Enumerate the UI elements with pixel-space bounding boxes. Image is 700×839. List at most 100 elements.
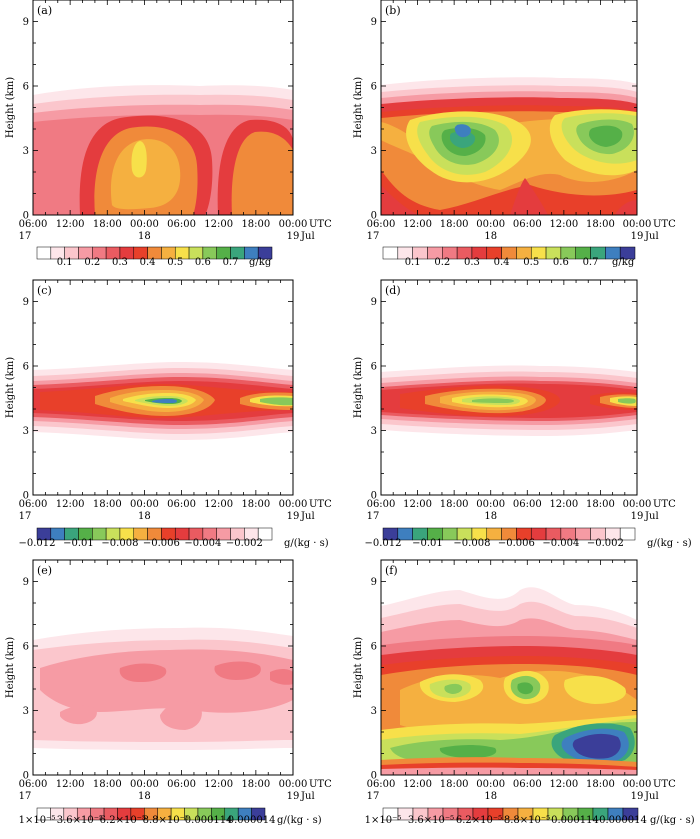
x-tick-label: 00:00 <box>476 219 505 230</box>
x-tick-label: 12:00 <box>204 219 233 230</box>
colorbar-label: 0.6 <box>195 257 211 268</box>
panel-f-field <box>381 587 637 775</box>
colorbar-label: −0.01 <box>412 538 443 549</box>
colorbar-label: −0.006 <box>143 538 180 549</box>
x-unit-label: UTC <box>653 499 676 510</box>
panel-label: (f) <box>385 564 398 577</box>
x-tick-label: 00:00 <box>279 779 308 790</box>
x-tick-label: 06:00 <box>513 779 542 790</box>
colorbar-label: 0.4 <box>494 257 510 268</box>
y-tick-label: 3 <box>371 706 377 717</box>
panel-b-field <box>381 77 637 215</box>
colorbar-label: 0.2 <box>434 257 450 268</box>
y-tick-label: 0 <box>371 491 377 502</box>
colorbar-unit: g/(kg · s) <box>647 538 692 549</box>
colorbar-label: 8.8×10⁻⁵ <box>143 815 189 826</box>
y-tick-label: 6 <box>371 362 377 373</box>
x-tick-label: 18:00 <box>440 219 469 230</box>
colorbar-unit: g/(kg · s) <box>284 538 329 549</box>
colorbar-label: 1×10⁻⁵ <box>19 815 56 826</box>
colorbar-unit: g/kg <box>249 257 272 268</box>
x-day-label: 19 <box>631 791 644 802</box>
colorbar-label: 0.5 <box>167 257 183 268</box>
x-tick-label: 00:00 <box>623 219 652 230</box>
colorbar-label: 8.8×10⁻⁵ <box>504 815 550 826</box>
y-axis-label: Height (km) <box>5 357 16 418</box>
y-tick-label: 3 <box>23 706 29 717</box>
x-month-label: Jul <box>300 231 315 242</box>
colorbar-label: −0.004 <box>184 538 221 549</box>
colorbar-3: −0.012 −0.01 −0.008 −0.006 −0.004 −0.002 g/(kg… <box>18 527 329 549</box>
colorbar-label: 6.2×10⁻⁵ <box>456 815 502 826</box>
y-tick-label: 3 <box>23 426 29 437</box>
panel-label: (c) <box>37 284 52 297</box>
colorbar-swatch <box>622 807 639 821</box>
x-tick-label: 00:00 <box>476 779 505 790</box>
x-day-label: 19 <box>287 511 300 522</box>
y-tick-label: 6 <box>371 82 377 93</box>
y-tick-label: 9 <box>371 297 377 308</box>
x-tick-label: 18:00 <box>586 499 615 510</box>
y-tick-label: 3 <box>371 146 377 157</box>
colorbar-4: −0.012 −0.01 −0.008 −0.006 −0.004 −0.002 g/(kg… <box>364 527 692 549</box>
colorbar-label: −0.01 <box>63 538 94 549</box>
panel-a <box>33 85 293 215</box>
x-tick-label: 18:00 <box>440 779 469 790</box>
colorbar-label: 0.7 <box>223 257 239 268</box>
x-day-label: 17 <box>19 511 32 522</box>
x-day-label: 19 <box>631 511 644 522</box>
colorbar-swatch <box>619 527 636 541</box>
y-tick-label: 6 <box>23 362 29 373</box>
panel-f <box>381 587 637 775</box>
panel-d-field <box>381 365 637 436</box>
x-tick-label: 12:00 <box>56 779 85 790</box>
y-tick-label: 0 <box>371 771 377 782</box>
x-month-label: Jul <box>644 511 659 522</box>
colorbar-label: 0.000114 <box>185 815 233 826</box>
x-tick-label: 12:00 <box>56 499 85 510</box>
x-tick-label: 00:00 <box>279 219 308 230</box>
colorbar-swatch <box>382 246 399 260</box>
x-day-label: 17 <box>367 231 380 242</box>
x-tick-label: 12:00 <box>204 779 233 790</box>
x-day-label: 19 <box>287 791 300 802</box>
colorbar-label: 0.1 <box>57 257 73 268</box>
panel-axes-4: (d) 0 3 6 9 Height (km) 06:00 12:00 18:00 00:00 06… <box>353 279 676 522</box>
panel-c <box>33 362 293 440</box>
colorbar-label: 0.3 <box>464 257 480 268</box>
x-tick-label: 12:00 <box>549 499 578 510</box>
y-axis-label: Height (km) <box>353 77 364 138</box>
x-tick-label: 06:00 <box>367 779 396 790</box>
colorbar-label: 0.5 <box>523 257 539 268</box>
x-tick-label: 06:00 <box>167 779 196 790</box>
x-tick-label: 00:00 <box>130 219 159 230</box>
x-tick-label: 06:00 <box>367 219 396 230</box>
panel-label: (b) <box>385 4 401 17</box>
colorbar-5: 1×10⁻⁵ 3.6×10⁻⁵6.2×10⁻⁵8.8×10⁻⁵0.0001140.… <box>19 807 322 826</box>
y-axis-label: Height (km) <box>5 637 16 698</box>
x-day-label: 17 <box>367 791 380 802</box>
x-tick-label: 18:00 <box>241 499 270 510</box>
x-month-label: Jul <box>300 511 315 522</box>
x-tick-label: 18:00 <box>586 219 615 230</box>
colorbar-label: 3.6×10⁻⁵ <box>57 815 103 826</box>
x-month-label: Jul <box>644 231 659 242</box>
x-tick-label: 12:00 <box>403 219 432 230</box>
colorbar-swatch <box>251 807 266 821</box>
y-tick-label: 9 <box>371 17 377 28</box>
x-month-label: Jul <box>644 791 659 802</box>
colorbar-label: 0.000014 <box>228 815 276 826</box>
colorbar-unit: g/(kg · s) <box>650 815 695 826</box>
x-tick-label: 00:00 <box>623 499 652 510</box>
x-tick-label: 06:00 <box>167 499 196 510</box>
panel-b <box>381 77 637 215</box>
x-tick-label: 12:00 <box>549 219 578 230</box>
panel-axes-1: (a) 0 3 6 9 Height (km) 06:00 12:00 18:00 00:00 06… <box>5 0 332 242</box>
x-day-label: 17 <box>367 511 380 522</box>
x-tick-label: 18:00 <box>586 779 615 790</box>
colorbar-label: −0.004 <box>542 538 579 549</box>
y-tick-label: 3 <box>23 146 29 157</box>
colorbar-label: −0.008 <box>101 538 138 549</box>
colorbar-swatch <box>619 246 636 260</box>
